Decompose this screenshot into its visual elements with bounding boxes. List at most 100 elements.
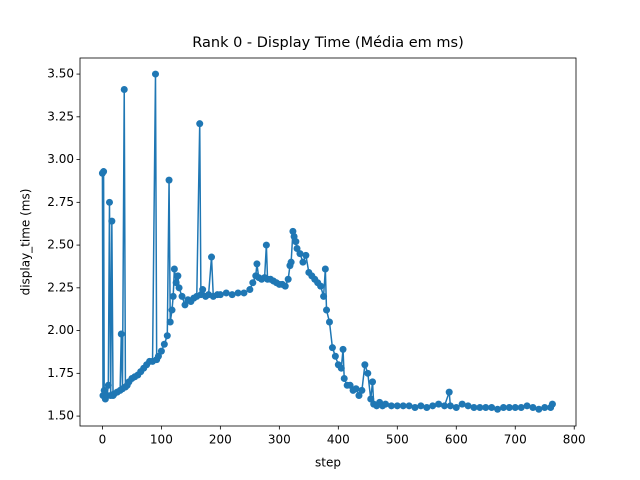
point	[284, 275, 292, 283]
point	[358, 386, 366, 394]
point	[352, 385, 360, 393]
point	[234, 289, 242, 297]
point	[151, 70, 159, 78]
point	[339, 345, 347, 353]
point	[165, 176, 173, 184]
point	[417, 402, 425, 410]
point	[160, 340, 168, 348]
point	[249, 279, 257, 287]
x-tick-label: 500	[386, 433, 409, 447]
point	[405, 402, 413, 410]
series-line	[101, 74, 554, 411]
point	[361, 361, 369, 369]
x-tick-label: 100	[150, 433, 173, 447]
point	[293, 244, 301, 252]
x-axis-label: step	[315, 456, 341, 470]
point	[482, 404, 490, 412]
point	[208, 253, 216, 261]
point	[458, 400, 466, 408]
point	[120, 85, 128, 93]
point	[470, 404, 478, 412]
point	[511, 404, 519, 412]
point	[399, 402, 407, 410]
x-tick-label: 700	[504, 433, 527, 447]
point	[321, 265, 329, 273]
point	[435, 400, 443, 408]
y-tick-label: 2.75	[47, 195, 74, 209]
point	[105, 198, 113, 206]
y-tick-label: 1.75	[47, 366, 74, 380]
point	[320, 292, 328, 300]
point	[172, 279, 180, 287]
point	[178, 292, 186, 300]
point	[523, 402, 531, 410]
point	[452, 404, 460, 412]
point	[281, 282, 289, 290]
point	[253, 260, 261, 268]
point	[337, 364, 345, 372]
point	[174, 272, 182, 280]
point	[323, 306, 331, 314]
x-tick-label: 0	[99, 433, 107, 447]
point	[299, 258, 307, 266]
point	[535, 405, 543, 413]
y-tick-label: 3.00	[47, 152, 74, 166]
point	[296, 250, 304, 258]
point	[199, 286, 207, 294]
point	[387, 402, 395, 410]
point	[246, 286, 254, 294]
point	[488, 404, 496, 412]
y-axis-label: display_time (ms)	[19, 189, 33, 296]
point	[346, 381, 354, 389]
axes-frame	[79, 57, 577, 427]
chart-title: Rank 0 - Display Time (Média em ms)	[192, 35, 463, 51]
point	[369, 378, 377, 386]
y-tick-label: 3.50	[47, 67, 74, 81]
point	[117, 330, 125, 338]
point	[548, 400, 556, 408]
x-tick-label: 300	[268, 433, 291, 447]
point	[168, 306, 176, 314]
point	[302, 251, 310, 259]
x-tick-label: 200	[209, 433, 232, 447]
y-tick-label: 2.25	[47, 280, 74, 294]
point	[100, 386, 108, 394]
point	[367, 395, 375, 403]
point	[541, 404, 549, 412]
point	[325, 318, 333, 326]
point	[429, 402, 437, 410]
point	[529, 404, 537, 412]
point	[445, 388, 453, 396]
point	[340, 374, 348, 382]
point	[494, 405, 502, 413]
point	[411, 404, 419, 412]
point	[175, 284, 183, 292]
point	[440, 402, 448, 410]
point	[499, 404, 507, 412]
y-tick-label: 1.50	[47, 409, 74, 423]
point	[104, 381, 112, 389]
x-tick-label: 400	[327, 433, 350, 447]
y-tick-label: 3.25	[47, 109, 74, 123]
point	[228, 291, 236, 299]
point	[517, 404, 525, 412]
point	[317, 282, 325, 290]
point	[355, 392, 363, 400]
point	[287, 258, 295, 266]
x-tick-label: 600	[445, 433, 468, 447]
y-tick-label: 2.50	[47, 238, 74, 252]
point	[476, 404, 484, 412]
point	[166, 318, 174, 326]
point	[222, 289, 230, 297]
point	[364, 369, 372, 377]
point	[446, 402, 454, 410]
point	[154, 352, 162, 360]
point	[328, 344, 336, 352]
point	[331, 352, 339, 360]
point	[169, 292, 177, 300]
point	[393, 402, 401, 410]
point	[292, 238, 300, 246]
y-tick-label: 2.00	[47, 323, 74, 337]
point	[196, 120, 204, 128]
